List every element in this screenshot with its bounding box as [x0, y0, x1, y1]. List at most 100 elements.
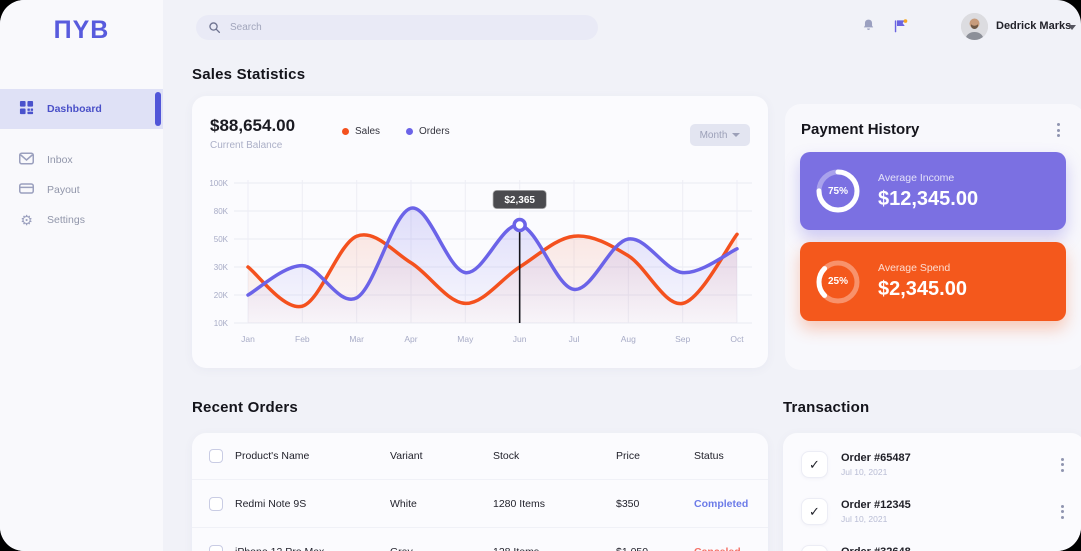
svg-text:Jul: Jul [569, 334, 580, 344]
flag-icon[interactable] [892, 17, 909, 40]
col-stock: Stock [493, 450, 520, 462]
cell-product-name: iPhone 12 Pro Max [235, 546, 390, 551]
status-badge: Canceled [694, 546, 751, 551]
avatar[interactable] [961, 13, 988, 40]
row-checkbox[interactable] [209, 496, 223, 511]
sidebar-item-label: Payout [47, 184, 80, 196]
wallet-icon [18, 182, 35, 198]
search-icon [208, 21, 221, 34]
sidebar-item-label: Inbox [47, 154, 73, 166]
payment-history-panel: Payment History 75% Average Income $12,3… [785, 104, 1081, 370]
order-number: Order #32648 [841, 546, 911, 551]
list-item[interactable]: ✓ Order #65487 Jul 10, 2021 [783, 441, 1081, 488]
col-price: Price [616, 450, 640, 462]
svg-text:100K: 100K [209, 179, 228, 188]
svg-text:50K: 50K [214, 235, 229, 244]
table-row[interactable]: Redmi Note 9S White 1280 Items $350 Comp… [192, 480, 768, 528]
svg-text:30K: 30K [214, 263, 229, 272]
svg-text:Oct: Oct [730, 334, 744, 344]
order-number: Order #65487 [841, 452, 911, 464]
legend-orders[interactable]: Orders [406, 126, 450, 137]
chart-legend: Sales Orders [342, 126, 450, 137]
row-checkbox[interactable] [209, 544, 223, 551]
col-product-name: Product's Name [235, 450, 310, 462]
chevron-down-icon[interactable] [1068, 25, 1076, 30]
current-balance-label: Current Balance [210, 140, 283, 151]
cell-variant: White [390, 497, 417, 510]
check-icon[interactable]: ✓ [801, 545, 828, 551]
user-name[interactable]: Dedrick Marks [996, 20, 1072, 32]
svg-text:Sep: Sep [675, 334, 690, 344]
current-balance-value: $88,654.00 [210, 116, 296, 135]
svg-text:Jan: Jan [241, 334, 255, 344]
cell-stock: 128 Items [493, 546, 616, 551]
spend-donut: 25% [812, 256, 864, 308]
select-all-checkbox[interactable] [209, 449, 223, 463]
notification-bell-icon[interactable] [860, 17, 877, 40]
income-percent: 75% [827, 185, 848, 197]
search-bar [196, 15, 598, 40]
svg-text:80K: 80K [214, 207, 229, 216]
active-indicator [155, 92, 161, 126]
recent-orders-table: Product's Name Variant Stock Price Statu… [192, 433, 768, 551]
spend-percent: 25% [827, 276, 848, 287]
list-item[interactable]: ✓ Order #12345 Jul 10, 2021 [783, 488, 1081, 535]
svg-text:Mar: Mar [349, 334, 364, 344]
sales-dot-icon [342, 128, 349, 135]
recent-orders-title: Recent Orders [192, 399, 298, 416]
svg-text:20K: 20K [214, 291, 229, 300]
average-spend-card: 25% Average Spend $2,345.00 [800, 242, 1066, 321]
legend-sales-label: Sales [355, 126, 381, 137]
sidebar-item-dashboard[interactable]: Dashboard [0, 89, 163, 129]
transaction-title: Transaction [783, 399, 870, 416]
average-income-card: 75% Average Income $12,345.00 [800, 152, 1066, 230]
sidebar-item-payout[interactable]: Payout [0, 175, 163, 205]
spend-label: Average Spend [878, 262, 951, 274]
gear-icon: ⚙ [20, 211, 33, 228]
cell-stock: 1280 Items [493, 497, 545, 510]
svg-text:$2,365: $2,365 [504, 195, 535, 206]
svg-text:May: May [457, 334, 474, 344]
kebab-menu-icon[interactable] [1058, 455, 1067, 475]
grid-icon [18, 100, 35, 118]
order-date: Jul 10, 2021 [841, 467, 888, 477]
chevron-down-icon [732, 133, 741, 137]
svg-text:Feb: Feb [295, 334, 310, 344]
income-donut: 75% [812, 165, 864, 217]
col-variant: Variant [390, 450, 423, 462]
cell-variant: Gray [390, 546, 493, 551]
status-badge: Completed [694, 497, 749, 510]
mail-icon [18, 152, 35, 168]
transaction-list: ✓ Order #65487 Jul 10, 2021 ✓ Order #123… [783, 433, 1081, 551]
legend-orders-label: Orders [419, 126, 450, 137]
table-header-row: Product's Name Variant Stock Price Statu… [192, 433, 768, 480]
period-dropdown[interactable]: Month [690, 124, 750, 146]
svg-text:Aug: Aug [621, 334, 636, 344]
svg-text:10K: 10K [214, 319, 229, 328]
svg-text:Apr: Apr [404, 334, 417, 344]
svg-text:Jun: Jun [513, 334, 527, 344]
legend-sales[interactable]: Sales [342, 126, 380, 137]
sales-line-chart[interactable]: 10K 20K 30K 50K 80K 100K Jan Feb Mar Apr May Jun Jul… [200, 166, 760, 358]
sales-chart-card: $88,654.00 Current Balance Sales Orders … [192, 96, 768, 368]
search-input[interactable] [230, 22, 586, 33]
sidebar-item-settings[interactable]: ⚙ Settings [0, 205, 163, 235]
kebab-menu-icon[interactable] [1058, 502, 1067, 522]
sales-statistics-title: Sales Statistics [192, 66, 306, 83]
cell-price: $1,050 [616, 546, 694, 551]
check-icon[interactable]: ✓ [801, 451, 828, 478]
order-date: Jul 10, 2021 [841, 514, 888, 524]
sidebar-item-inbox[interactable]: Inbox [0, 145, 163, 175]
cell-price: $350 [616, 497, 640, 510]
sidebar-nav: Dashboard Inbox Payout ⚙ Settings [0, 89, 163, 235]
income-amount: $12,345.00 [878, 187, 979, 210]
income-label: Average Income [878, 171, 955, 184]
payment-history-title: Payment History [801, 121, 920, 138]
check-icon[interactable]: ✓ [801, 498, 828, 525]
kebab-menu-icon[interactable] [1054, 120, 1063, 140]
list-item[interactable]: ✓ Order #32648 Jul 10, 2021 [783, 535, 1081, 551]
table-row[interactable]: iPhone 12 Pro Max Gray 128 Items $1,050 … [192, 528, 768, 551]
spend-amount: $2,345.00 [878, 278, 967, 300]
orders-dot-icon [406, 128, 414, 135]
